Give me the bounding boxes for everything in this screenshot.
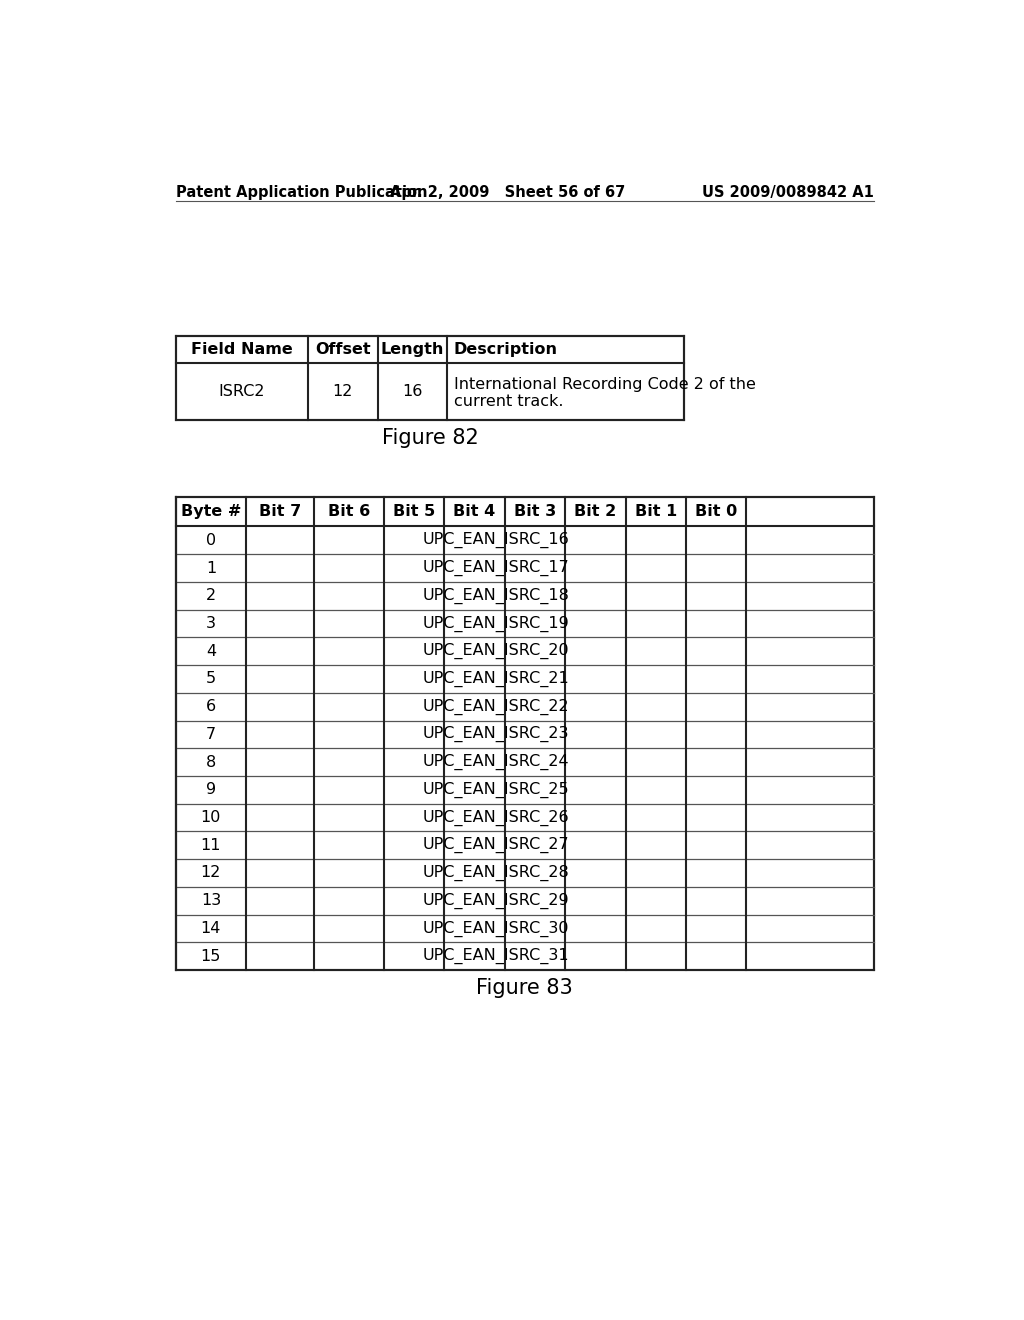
Text: ISRC2: ISRC2: [219, 384, 265, 399]
Text: Patent Application Publication: Patent Application Publication: [176, 185, 428, 201]
Text: UPC_EAN_ISRC_22: UPC_EAN_ISRC_22: [423, 698, 569, 714]
Bar: [176, 335, 684, 420]
Text: UPC_EAN_ISRC_26: UPC_EAN_ISRC_26: [423, 809, 569, 825]
Text: current track.: current track.: [454, 395, 563, 409]
Text: 6: 6: [206, 700, 216, 714]
Text: 0: 0: [206, 533, 216, 548]
Text: 5: 5: [206, 672, 216, 686]
Text: Bit 6: Bit 6: [328, 504, 370, 519]
Text: Bit 4: Bit 4: [454, 504, 496, 519]
Text: Field Name: Field Name: [191, 342, 293, 356]
Text: International Recording Code 2 of the: International Recording Code 2 of the: [454, 378, 756, 392]
Text: UPC_EAN_ISRC_29: UPC_EAN_ISRC_29: [423, 892, 569, 908]
Text: UPC_EAN_ISRC_25: UPC_EAN_ISRC_25: [423, 781, 569, 797]
Text: UPC_EAN_ISRC_30: UPC_EAN_ISRC_30: [423, 920, 569, 936]
Text: UPC_EAN_ISRC_21: UPC_EAN_ISRC_21: [423, 671, 569, 686]
Text: 1: 1: [206, 561, 216, 576]
Text: Offset: Offset: [314, 342, 371, 356]
Text: Bit 1: Bit 1: [635, 504, 677, 519]
Text: UPC_EAN_ISRC_24: UPC_EAN_ISRC_24: [423, 754, 569, 770]
Text: 7: 7: [206, 727, 216, 742]
Text: UPC_EAN_ISRC_31: UPC_EAN_ISRC_31: [423, 948, 569, 964]
Text: Description: Description: [454, 342, 557, 356]
Text: UPC_EAN_ISRC_20: UPC_EAN_ISRC_20: [423, 643, 569, 659]
Text: 4: 4: [206, 644, 216, 659]
Text: Bit 7: Bit 7: [259, 504, 301, 519]
Text: 13: 13: [201, 894, 221, 908]
Text: UPC_EAN_ISRC_28: UPC_EAN_ISRC_28: [423, 865, 569, 880]
Text: Figure 83: Figure 83: [476, 978, 573, 998]
Text: UPC_EAN_ISRC_27: UPC_EAN_ISRC_27: [423, 837, 569, 853]
Text: 12: 12: [333, 384, 353, 399]
Text: 12: 12: [201, 866, 221, 880]
Text: 10: 10: [201, 810, 221, 825]
Text: UPC_EAN_ISRC_23: UPC_EAN_ISRC_23: [423, 726, 569, 742]
Bar: [176, 498, 873, 970]
Text: US 2009/0089842 A1: US 2009/0089842 A1: [701, 185, 873, 201]
Text: Byte #: Byte #: [181, 504, 241, 519]
Text: Figure 82: Figure 82: [382, 428, 478, 447]
Text: 8: 8: [206, 755, 216, 770]
Text: Bit 0: Bit 0: [695, 504, 737, 519]
Text: 2: 2: [206, 589, 216, 603]
Text: 14: 14: [201, 921, 221, 936]
Text: UPC_EAN_ISRC_19: UPC_EAN_ISRC_19: [423, 615, 569, 631]
Text: 11: 11: [201, 838, 221, 853]
Text: Length: Length: [381, 342, 444, 356]
Text: Apr. 2, 2009   Sheet 56 of 67: Apr. 2, 2009 Sheet 56 of 67: [390, 185, 626, 201]
Text: 15: 15: [201, 949, 221, 964]
Text: 16: 16: [402, 384, 423, 399]
Text: UPC_EAN_ISRC_18: UPC_EAN_ISRC_18: [423, 587, 569, 603]
Text: 9: 9: [206, 783, 216, 797]
Text: UPC_EAN_ISRC_16: UPC_EAN_ISRC_16: [423, 532, 569, 548]
Text: Bit 3: Bit 3: [514, 504, 556, 519]
Text: 3: 3: [206, 616, 216, 631]
Text: Bit 2: Bit 2: [574, 504, 616, 519]
Text: Bit 5: Bit 5: [393, 504, 435, 519]
Text: UPC_EAN_ISRC_17: UPC_EAN_ISRC_17: [423, 560, 569, 576]
